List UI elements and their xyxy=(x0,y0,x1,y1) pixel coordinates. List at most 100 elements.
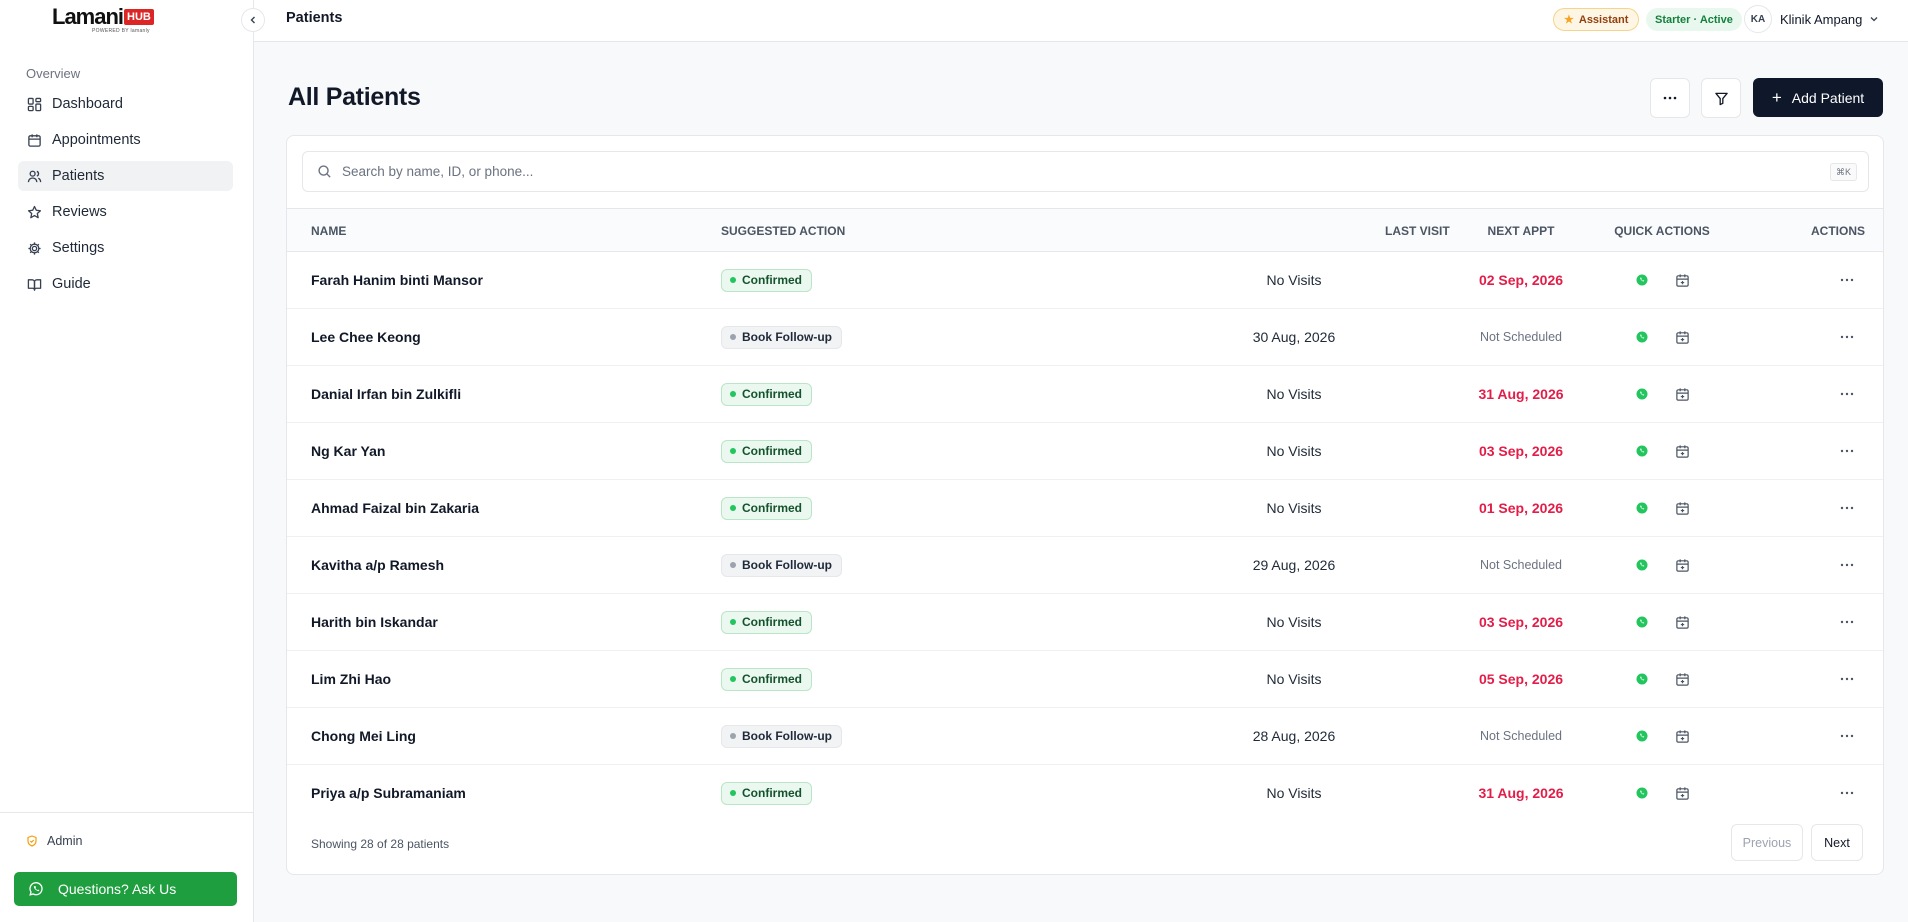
whatsapp-button[interactable] xyxy=(1628,494,1656,522)
whatsapp-button[interactable] xyxy=(1628,323,1656,351)
status-badge[interactable]: Book Follow-up xyxy=(721,325,842,349)
table-row[interactable]: Ng Kar Yan Confirmed No Visits 03 Sep, 2… xyxy=(287,423,1883,480)
schedule-appointment-button[interactable] xyxy=(1668,722,1696,750)
patient-name[interactable]: Lee Chee Keong xyxy=(311,329,421,345)
status-label: Confirmed xyxy=(742,786,802,800)
table-row[interactable]: Chong Mei Ling Book Follow-up 28 Aug, 20… xyxy=(287,708,1883,765)
whatsapp-button[interactable] xyxy=(1628,608,1656,636)
whatsapp-button[interactable] xyxy=(1628,380,1656,408)
account-menu[interactable]: KA Klinik Ampang xyxy=(1744,5,1880,33)
admin-link[interactable]: Admin xyxy=(26,834,82,848)
row-actions-menu[interactable] xyxy=(1832,594,1862,650)
schedule-appointment-button[interactable] xyxy=(1668,437,1696,465)
chevron-left-icon xyxy=(250,16,255,24)
whatsapp-icon xyxy=(1636,673,1648,685)
filter-button[interactable] xyxy=(1701,78,1741,118)
schedule-appointment-button[interactable] xyxy=(1668,380,1696,408)
schedule-appointment-button[interactable] xyxy=(1668,266,1696,294)
row-actions-menu[interactable] xyxy=(1832,480,1862,536)
status-badge[interactable]: Book Follow-up xyxy=(721,553,842,577)
whatsapp-button[interactable] xyxy=(1628,266,1656,294)
row-actions-menu[interactable] xyxy=(1832,708,1862,764)
row-actions-menu[interactable] xyxy=(1832,366,1862,422)
ask-us-button[interactable]: Questions? Ask Us xyxy=(14,872,237,906)
schedule-appointment-button[interactable] xyxy=(1668,779,1696,807)
status-badge: Confirmed xyxy=(721,781,812,805)
table-row[interactable]: Kavitha a/p Ramesh Book Follow-up 29 Aug… xyxy=(287,537,1883,594)
sidebar-item-settings[interactable]: Settings xyxy=(18,233,233,263)
row-actions-menu[interactable] xyxy=(1832,651,1862,707)
table-row[interactable]: Harith bin Iskandar Confirmed No Visits … xyxy=(287,594,1883,651)
more-options-button[interactable] xyxy=(1650,78,1690,118)
collapse-sidebar-button[interactable] xyxy=(241,8,265,32)
row-actions-menu[interactable] xyxy=(1832,765,1862,812)
last-visit: 30 Aug, 2026 xyxy=(1252,329,1336,345)
whatsapp-button[interactable] xyxy=(1628,665,1656,693)
whatsapp-icon xyxy=(1636,616,1648,628)
column-header-next-appt[interactable]: NEXT APPT xyxy=(1487,224,1555,238)
patient-name[interactable]: Lim Zhi Hao xyxy=(311,671,392,687)
patient-name[interactable]: Chong Mei Ling xyxy=(311,728,416,744)
ask-us-label: Questions? Ask Us xyxy=(58,881,177,897)
suggested-action-cell: Confirmed xyxy=(721,765,812,812)
patient-name[interactable]: Ng Kar Yan xyxy=(311,443,386,459)
table-row[interactable]: Lim Zhi Hao Confirmed No Visits 05 Sep, … xyxy=(287,651,1883,708)
add-patient-button[interactable]: + Add Patient xyxy=(1753,78,1883,117)
patient-name[interactable]: Farah Hanim binti Mansor xyxy=(311,272,483,288)
status-badge[interactable]: Book Follow-up xyxy=(721,724,842,748)
search-input[interactable] xyxy=(342,164,1868,179)
table-row[interactable]: Danial Irfan bin Zulkifli Confirmed No V… xyxy=(287,366,1883,423)
patient-name[interactable]: Kavitha a/p Ramesh xyxy=(311,557,445,573)
sidebar-item-guide[interactable]: Guide xyxy=(18,269,233,299)
suggested-action-cell: Confirmed xyxy=(721,252,812,308)
schedule-appointment-button[interactable] xyxy=(1668,323,1696,351)
sidebar-item-label: Dashboard xyxy=(52,96,123,112)
row-actions-menu[interactable] xyxy=(1832,252,1862,308)
previous-page-button[interactable]: Previous xyxy=(1731,824,1803,861)
row-actions-menu[interactable] xyxy=(1832,423,1862,479)
table-row[interactable]: Ahmad Faizal bin Zakaria Confirmed No Vi… xyxy=(287,480,1883,537)
patient-name[interactable]: Danial Irfan bin Zulkifli xyxy=(311,386,462,402)
last-visit: 28 Aug, 2026 xyxy=(1252,728,1336,744)
calendar-plus-icon xyxy=(1675,387,1689,401)
row-actions-menu[interactable] xyxy=(1832,537,1862,593)
patient-name[interactable]: Ahmad Faizal bin Zakaria xyxy=(311,500,480,516)
schedule-appointment-button[interactable] xyxy=(1668,494,1696,522)
row-actions-menu[interactable] xyxy=(1832,309,1862,365)
sidebar-item-patients[interactable]: Patients xyxy=(18,161,233,191)
logo[interactable]: Lamani HUB POWERED BY lamanly xyxy=(52,4,154,34)
whatsapp-button[interactable] xyxy=(1628,551,1656,579)
search-bar[interactable]: ⌘K xyxy=(302,151,1869,192)
schedule-appointment-button[interactable] xyxy=(1668,665,1696,693)
column-header-suggested-action[interactable]: SUGGESTED ACTION xyxy=(721,224,846,238)
table-row[interactable]: Priya a/p Subramaniam Confirmed No Visit… xyxy=(287,765,1883,812)
plan-badge: Starter · Active xyxy=(1646,8,1742,31)
column-header-name[interactable]: NAME xyxy=(311,224,347,238)
plus-icon: + xyxy=(1771,87,1782,107)
patient-name[interactable]: Priya a/p Subramaniam xyxy=(311,785,466,801)
whatsapp-button[interactable] xyxy=(1628,722,1656,750)
shield-icon xyxy=(27,835,37,847)
sidebar-item-label: Settings xyxy=(52,240,105,256)
logo-wordmark: Lamani xyxy=(52,4,124,29)
whatsapp-button[interactable] xyxy=(1628,779,1656,807)
suggested-action-cell: Confirmed xyxy=(721,594,812,650)
assistant-button[interactable]: ★ Assistant xyxy=(1553,8,1640,31)
schedule-appointment-button[interactable] xyxy=(1668,608,1696,636)
quick-actions xyxy=(1562,765,1762,812)
sidebar-item-appointments[interactable]: Appointments xyxy=(18,125,233,155)
table-row[interactable]: Farah Hanim binti Mansor Confirmed No Vi… xyxy=(287,252,1883,309)
status-badge: Confirmed xyxy=(721,382,812,406)
patient-name[interactable]: Harith bin Iskandar xyxy=(311,614,438,630)
sidebar-item-dashboard[interactable]: Dashboard xyxy=(18,89,233,119)
status-badge: Confirmed xyxy=(721,610,812,634)
patients-card: ⌘K NAME SUGGESTED ACTION LAST VISIT NEXT… xyxy=(286,135,1884,875)
users-icon xyxy=(26,168,42,184)
schedule-appointment-button[interactable] xyxy=(1668,551,1696,579)
column-header-last-visit[interactable]: LAST VISIT xyxy=(1385,224,1450,238)
whatsapp-button[interactable] xyxy=(1628,437,1656,465)
sidebar-item-reviews[interactable]: Reviews xyxy=(18,197,233,227)
table-row[interactable]: Lee Chee Keong Book Follow-up 30 Aug, 20… xyxy=(287,309,1883,366)
next-page-button[interactable]: Next xyxy=(1811,824,1863,861)
quick-actions xyxy=(1562,708,1762,764)
